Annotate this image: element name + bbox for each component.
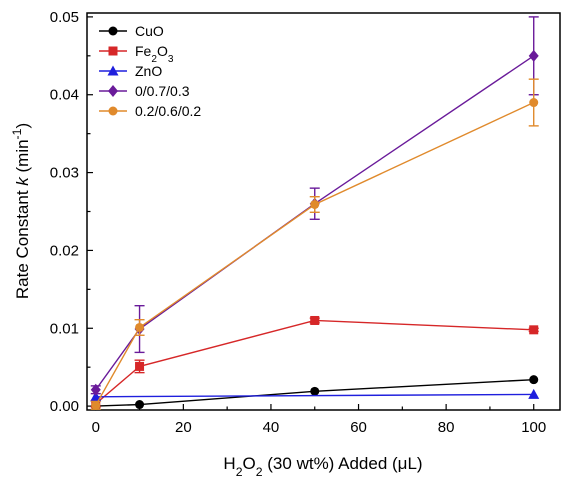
- series-layer: [90, 16, 540, 411]
- series-line: [95, 101, 535, 406]
- text-part: 2: [256, 465, 263, 477]
- data-point-circle: [108, 26, 118, 36]
- data-point-circle: [310, 199, 320, 209]
- text-part: -1: [10, 128, 24, 139]
- data-point-circle: [135, 322, 145, 332]
- data-point-square: [108, 46, 118, 56]
- text-part: k: [13, 176, 32, 186]
- series: [90, 78, 539, 410]
- data-point-square: [529, 325, 539, 335]
- legend-label: ZnO: [135, 63, 162, 79]
- text-part: Rate Constant: [13, 186, 32, 299]
- legend-item: CuO: [99, 23, 164, 39]
- text-part: CuO: [135, 23, 164, 39]
- text-part: 2: [151, 54, 157, 65]
- text-part: (30 wt%) Added (μL): [263, 454, 423, 473]
- x-tick-label: 0: [92, 419, 100, 436]
- tick-labels: 0 20 40 60 80 100 0.00 0.01 0.02 0.03 0.04 0.05: [50, 9, 546, 436]
- text-part: ZnO: [135, 63, 162, 79]
- y-tick-label: 0.04: [50, 87, 79, 104]
- y-tick-label: 0.05: [50, 9, 79, 26]
- data-point-circle: [135, 400, 145, 410]
- data-point-circle: [529, 375, 539, 385]
- data-point-circle: [310, 386, 320, 396]
- legend-item: Fe2O3: [99, 43, 174, 65]
- text-part: 2: [236, 465, 243, 477]
- series-line: [95, 378, 534, 407]
- legend-item: ZnO: [99, 63, 162, 79]
- series-line: [95, 393, 534, 398]
- x-axis-title: H2O2 (30 wt%) Added (μL): [223, 454, 422, 477]
- text-part: (min: [13, 139, 32, 177]
- data-point-circle: [529, 98, 539, 108]
- legend-label: CuO: [135, 23, 164, 39]
- text-part: 3: [168, 54, 174, 65]
- series-line: [95, 319, 534, 405]
- legend-item: 0.2/0.6/0.2: [99, 103, 201, 119]
- x-tick-label: 80: [438, 419, 455, 436]
- series: [90, 315, 539, 409]
- data-point-diamond: [108, 85, 118, 97]
- data-point-circle: [108, 106, 118, 116]
- x-tick-label: 60: [350, 419, 367, 436]
- text-part: H: [223, 454, 235, 473]
- legend-item: 0/0.7/0.3: [99, 83, 190, 99]
- legend-label: 0/0.7/0.3: [135, 83, 190, 99]
- data-point-triangle: [107, 65, 119, 76]
- text-part: 0/0.7/0.3: [135, 83, 190, 99]
- y-tick-label: 0.03: [50, 165, 79, 182]
- text-part: ): [13, 123, 32, 129]
- x-tick-label: 100: [521, 419, 546, 436]
- data-point-square: [310, 315, 320, 325]
- axis-ticks: [87, 16, 535, 410]
- text-part: O: [157, 43, 168, 59]
- text-part: 0.2/0.6/0.2: [135, 103, 201, 119]
- y-tick-label: 0.01: [50, 320, 79, 337]
- x-tick-label: 40: [263, 419, 280, 436]
- y-tick-label: 0.00: [50, 398, 79, 415]
- data-point-diamond: [528, 49, 539, 62]
- y-tick-label: 0.02: [50, 242, 79, 259]
- legend-label: 0.2/0.6/0.2: [135, 103, 201, 119]
- series: [90, 388, 540, 402]
- data-point-triangle: [528, 388, 540, 399]
- text-part: O: [243, 454, 256, 473]
- y-axis-title: Rate Constant k (min-1): [10, 123, 32, 299]
- data-point-triangle: [90, 391, 102, 402]
- x-tick-label: 20: [175, 419, 192, 436]
- text-part: Fe: [135, 43, 152, 59]
- data-point-circle: [91, 400, 101, 410]
- series: [91, 375, 539, 411]
- data-point-square: [135, 361, 145, 371]
- data-point-diamond: [90, 383, 101, 396]
- legend-label: Fe2O3: [135, 43, 174, 65]
